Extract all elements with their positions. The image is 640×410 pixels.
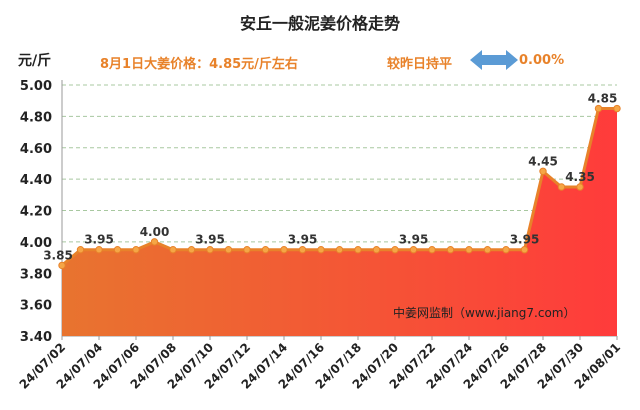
data-point bbox=[224, 246, 233, 254]
data-label: 3.95 bbox=[288, 233, 318, 247]
data-point bbox=[520, 246, 529, 254]
change-percent: 0.00% bbox=[519, 53, 565, 68]
data-point bbox=[502, 246, 510, 254]
y-tick-label: 3.60 bbox=[20, 299, 52, 314]
y-tick-label: 4.80 bbox=[20, 110, 52, 125]
area-fill bbox=[62, 108, 617, 336]
y-tick-label: 4.60 bbox=[20, 142, 52, 157]
data-point bbox=[335, 246, 344, 254]
data-labels: 3.85 3.95 4.00 3.95 3.95 3.95 3.95 4.45 4.35 4.85 bbox=[43, 92, 617, 263]
data-point bbox=[409, 246, 418, 254]
data-point bbox=[187, 246, 196, 254]
data-point bbox=[95, 246, 103, 254]
double-arrow-icon bbox=[470, 50, 518, 70]
data-point bbox=[58, 261, 66, 270]
data-point bbox=[372, 246, 381, 254]
data-point bbox=[261, 246, 270, 254]
data-point bbox=[169, 246, 177, 254]
data-point bbox=[576, 183, 584, 191]
data-point bbox=[280, 246, 288, 254]
data-point bbox=[354, 246, 362, 254]
data-point bbox=[206, 246, 214, 254]
data-label: 4.00 bbox=[140, 225, 170, 239]
data-point bbox=[391, 246, 399, 254]
data-point bbox=[446, 246, 455, 254]
chart-title: 安丘一般泥姜价格走势 bbox=[239, 14, 400, 33]
data-point bbox=[317, 246, 325, 254]
data-point bbox=[113, 246, 122, 254]
data-point bbox=[243, 246, 251, 254]
data-label: 4.85 bbox=[588, 92, 618, 106]
data-point bbox=[132, 246, 140, 254]
compare-text: 较昨日持平 bbox=[387, 57, 453, 72]
watermark: 中姜网监制（www.jiang7.com） bbox=[393, 306, 576, 320]
series-markers bbox=[58, 104, 621, 270]
data-point bbox=[298, 246, 307, 254]
y-tick-label: 4.40 bbox=[20, 173, 52, 188]
y-tick-label: 3.80 bbox=[20, 267, 52, 282]
data-label: 4.35 bbox=[565, 170, 595, 184]
data-point bbox=[483, 246, 492, 254]
data-label: 3.95 bbox=[399, 233, 429, 247]
data-point bbox=[428, 246, 436, 254]
data-label: 3.85 bbox=[43, 248, 73, 262]
y-axis-unit: 元/斤 bbox=[18, 53, 52, 69]
data-point bbox=[594, 104, 603, 113]
price-summary: 8月1日大姜价格：4.85元/斤左右 bbox=[100, 57, 298, 72]
x-tick-labels: 24/07/0224/07/0424/07/0624/07/0824/07/10… bbox=[17, 336, 623, 392]
y-tick-labels: 3.40 3.60 3.80 4.00 4.20 4.40 4.60 4.80 5.00 bbox=[20, 79, 52, 345]
data-point bbox=[150, 238, 159, 246]
y-tick-label: 3.40 bbox=[20, 330, 52, 345]
y-tick-label: 4.20 bbox=[20, 205, 52, 220]
data-point bbox=[539, 167, 547, 175]
data-point bbox=[613, 104, 621, 113]
y-tick-label: 4.00 bbox=[20, 236, 52, 251]
y-tick-label: 5.00 bbox=[20, 79, 52, 94]
data-label: 4.45 bbox=[528, 154, 558, 168]
data-label: 3.95 bbox=[195, 233, 225, 247]
data-label: 3.95 bbox=[510, 233, 540, 247]
data-label: 3.95 bbox=[84, 233, 114, 247]
data-point bbox=[557, 183, 566, 191]
price-area bbox=[62, 108, 617, 336]
data-point bbox=[465, 246, 473, 254]
data-point bbox=[76, 246, 85, 254]
